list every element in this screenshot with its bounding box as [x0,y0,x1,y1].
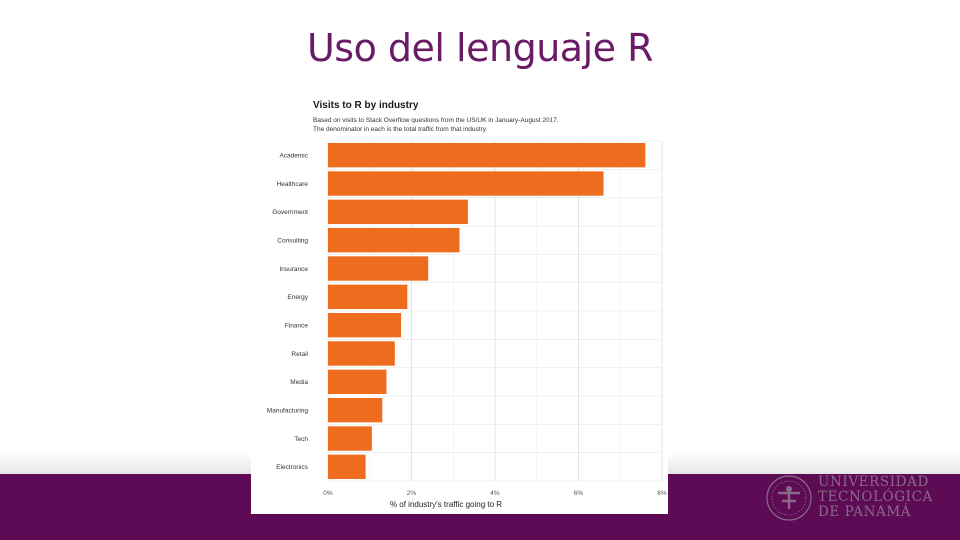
bar-consulting [328,227,460,253]
bar-chart: Visits to R by industry Based on visits … [267,100,667,509]
x-tick-label: 4% [490,490,500,497]
slide-title: Uso del lenguaje R [306,26,654,70]
chart-card: Visits to R by industry Based on visits … [251,97,668,514]
x-tick-label: 8% [657,490,667,497]
category-label: Media [290,379,308,386]
bar-energy [328,284,408,310]
bar-retail [328,341,395,366]
bar-government [328,199,468,225]
bar-healthcare [328,171,604,196]
bar-academic [328,142,646,168]
category-label: Academic [279,152,308,159]
x-tick-label: 6% [574,490,584,497]
x-axis-title: % of industry's traffic going to R [390,500,502,509]
chart-subtitle-line-2: The denominator in each is the total tra… [313,126,487,133]
x-tick-label: 0% [323,490,333,497]
category-label: Finance [285,322,309,329]
x-tick-label: 2% [407,490,417,497]
bar-insurance [328,256,429,281]
university-seal-icon [766,475,812,521]
university-name: UNIVERSIDAD TECNOLÓGICA DE PANAMÁ [818,475,948,520]
category-label: Government [272,209,308,216]
category-label: Healthcare [277,181,309,188]
chart-title: Visits to R by industry [313,100,419,111]
category-label: Manufacturing [267,407,309,414]
category-labels: Academic Healthcare Government Consulting In… [267,152,309,471]
category-label: Energy [287,294,308,301]
bar-layer [328,142,646,480]
university-logo: UNIVERSIDAD TECNOLÓGICA DE PANAMÁ [764,471,944,527]
chart-subtitle-line-1: Based on visits to Stack Overflow questi… [313,117,559,124]
bar-media [328,369,387,395]
category-label: Electronics [276,464,309,471]
bar-electronics [328,454,366,480]
bar-tech [328,426,372,451]
logo-line-3: DE PANAMÁ [818,504,912,520]
bar-finance [328,312,402,338]
category-label: Consulting [277,237,308,244]
category-label: Insurance [279,266,308,273]
grid-layer [327,140,663,482]
bar-manufacturing [328,397,383,423]
category-label: Tech [294,436,308,443]
category-label: Retail [291,351,308,358]
tick-labels: 0% 2% 4% 6% 8% [323,490,667,497]
logo-line-2: TECNOLÓGICA [818,489,933,505]
logo-line-1: UNIVERSIDAD [818,474,929,490]
